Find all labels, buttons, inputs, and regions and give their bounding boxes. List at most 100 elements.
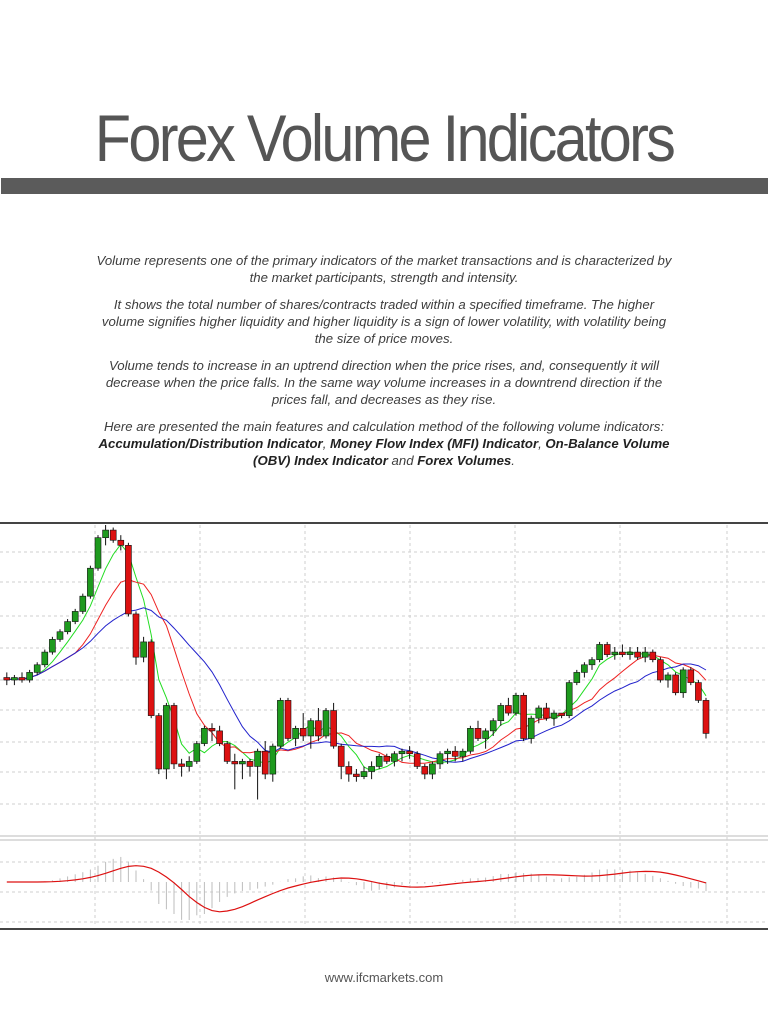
- bearish-candle: [353, 773, 360, 777]
- bullish-candle: [573, 672, 581, 683]
- bearish-candle: [558, 712, 565, 716]
- bullish-candle: [527, 717, 535, 739]
- separator: ,: [322, 436, 331, 451]
- bullish-candle: [292, 728, 299, 739]
- fast-ma-line: [6, 543, 707, 772]
- bearish-candle: [345, 766, 353, 775]
- bullish-candle: [588, 659, 596, 666]
- title-divider: [1, 178, 768, 194]
- bearish-candle: [178, 763, 185, 767]
- bearish-candle: [543, 707, 550, 719]
- bearish-candle: [406, 750, 413, 755]
- candlestick-chart: [0, 522, 768, 930]
- indicator-ad: Accumulation/Distribution Indicator: [98, 436, 323, 451]
- bullish-candle: [482, 730, 489, 739]
- bearish-candle: [155, 715, 163, 770]
- bullish-candle: [26, 672, 33, 681]
- bearish-candle: [231, 761, 239, 765]
- bearish-candle: [672, 674, 679, 694]
- bullish-candle: [64, 621, 71, 633]
- bullish-candle: [254, 750, 261, 767]
- bearish-candle: [284, 700, 292, 739]
- bullish-candle: [269, 745, 277, 775]
- bullish-candle: [664, 674, 672, 681]
- bullish-candle: [375, 755, 383, 767]
- bullish-candle: [398, 750, 406, 755]
- bullish-candle: [429, 763, 436, 775]
- bearish-candle: [170, 705, 178, 765]
- bearish-candle: [337, 745, 345, 767]
- bullish-candle: [79, 595, 87, 612]
- bullish-candle: [626, 651, 634, 655]
- bearish-candle: [657, 659, 664, 681]
- bearish-candle: [413, 753, 421, 767]
- separator: ,: [538, 436, 546, 451]
- bullish-candle: [71, 611, 79, 622]
- bearish-candle: [649, 651, 657, 661]
- bullish-candle: [444, 750, 451, 755]
- bullish-candle: [102, 529, 109, 539]
- bearish-candle: [383, 755, 391, 762]
- bullish-candle: [140, 641, 147, 658]
- bullish-candle: [368, 766, 375, 772]
- bullish-candle: [535, 707, 543, 719]
- slow-ma-line: [6, 607, 707, 763]
- bearish-candle: [421, 766, 429, 775]
- conjunction: and: [387, 453, 418, 468]
- bearish-candle: [603, 644, 611, 655]
- indicator-mfi: Money Flow Index (MFI) Indicator: [330, 436, 539, 451]
- bullish-candle: [193, 743, 201, 762]
- bullish-candle: [391, 753, 398, 762]
- bearish-candle: [451, 750, 459, 757]
- mid-ma-line: [6, 579, 707, 764]
- bullish-candle: [307, 720, 315, 737]
- bullish-candle: [185, 761, 193, 767]
- bearish-candle: [125, 545, 132, 615]
- bullish-candle: [239, 761, 246, 765]
- bullish-candle: [467, 728, 474, 752]
- bearish-candle: [132, 613, 140, 658]
- bearish-candle: [208, 728, 216, 732]
- intro-text: Volume represents one of the primary ind…: [96, 252, 672, 479]
- bearish-candle: [474, 728, 482, 739]
- bearish-candle: [695, 682, 702, 701]
- bullish-candle: [56, 631, 64, 640]
- bullish-candle: [322, 710, 330, 737]
- bullish-candle: [277, 700, 284, 747]
- bearish-candle: [330, 710, 337, 747]
- paragraph-4: Here are presented the main features and…: [96, 418, 672, 469]
- footer-url: www.ifcmarkets.com: [324, 970, 444, 985]
- indicator-forex-volumes: Forex Volumes: [417, 453, 512, 468]
- bullish-candle: [163, 705, 170, 770]
- bullish-candle: [596, 644, 603, 661]
- bullish-candle: [459, 750, 467, 757]
- bearish-candle: [520, 694, 527, 739]
- bearish-candle: [619, 651, 626, 655]
- paragraph-3: Volume tends to increase in an uptrend d…: [105, 358, 663, 407]
- bearish-candle: [687, 669, 695, 683]
- bullish-candle: [201, 728, 208, 744]
- bullish-candle: [565, 682, 573, 716]
- indicator-obv: On-Balance Volume (OBV) Index Indicator: [253, 436, 670, 468]
- bullish-candle: [497, 705, 505, 722]
- bullish-candle: [550, 712, 558, 719]
- bearish-candle: [299, 728, 307, 737]
- page-title: Forex Volume Indicators: [94, 101, 676, 175]
- oscillator-signal-line: [6, 865, 707, 913]
- bullish-candle: [641, 651, 649, 658]
- bearish-candle: [216, 730, 223, 744]
- bullish-candle: [360, 771, 368, 777]
- bearish-candle: [147, 641, 155, 716]
- bearish-candle: [261, 750, 269, 775]
- bearish-candle: [246, 761, 254, 767]
- bearish-candle: [117, 539, 125, 546]
- bullish-candle: [512, 694, 520, 714]
- bullish-candle: [87, 567, 94, 597]
- bearish-candle: [505, 705, 512, 714]
- bearish-candle: [223, 743, 231, 762]
- bullish-candle: [41, 651, 49, 666]
- bullish-candle: [581, 664, 588, 673]
- bullish-candle: [33, 664, 41, 673]
- bullish-candle: [489, 720, 497, 732]
- bearish-candle: [634, 651, 641, 658]
